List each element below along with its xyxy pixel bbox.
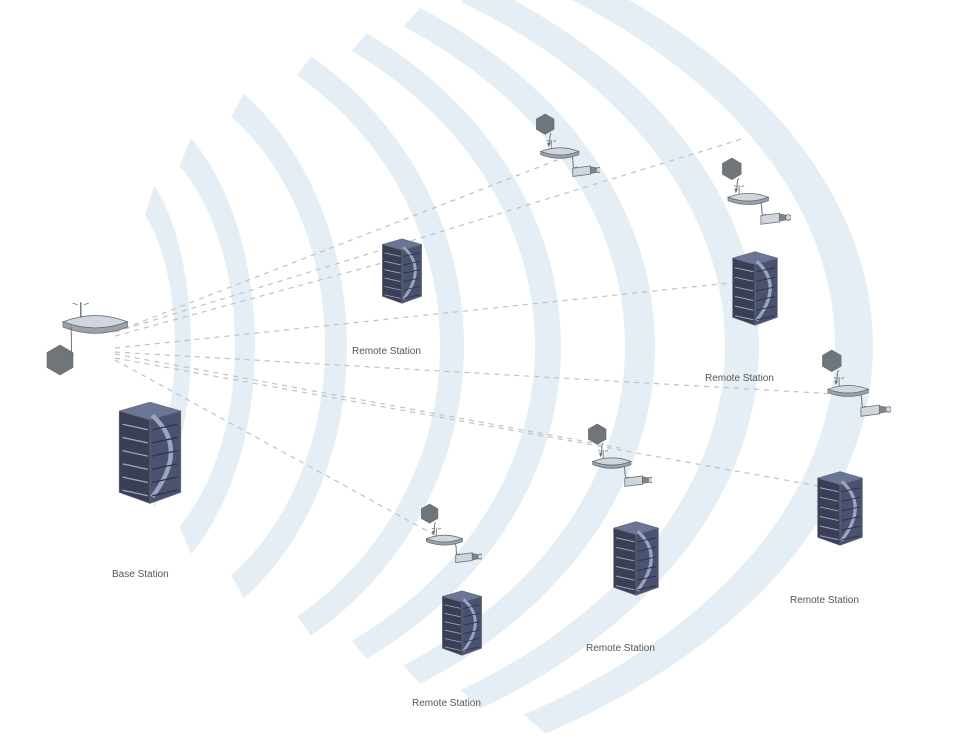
router-icon <box>536 138 584 162</box>
remote-hex <box>534 113 556 140</box>
router-icon <box>422 526 467 549</box>
camera-icon <box>759 210 791 226</box>
hexagon-icon <box>534 113 556 135</box>
remote-hex <box>720 157 744 186</box>
camera-icon <box>859 402 891 418</box>
router-icon <box>823 375 873 401</box>
remote-camera <box>759 210 791 231</box>
remote-hex <box>820 349 844 378</box>
remote-camera <box>859 402 891 423</box>
remote-hex <box>586 423 608 450</box>
camera-icon <box>571 163 601 178</box>
remote-camera <box>623 473 653 493</box>
hexagon-icon <box>586 423 608 445</box>
router-icon <box>588 448 636 472</box>
remote-camera <box>454 550 482 569</box>
router-icon <box>723 183 773 209</box>
hexagon-icon <box>720 157 744 181</box>
camera-icon <box>454 550 482 564</box>
diagram-stage: Base StationRemote StationRemote Station… <box>0 0 967 737</box>
camera-icon <box>623 473 653 488</box>
remote-camera <box>571 163 601 183</box>
hexagon-icon <box>820 349 844 373</box>
hexagon-icon <box>419 503 440 524</box>
